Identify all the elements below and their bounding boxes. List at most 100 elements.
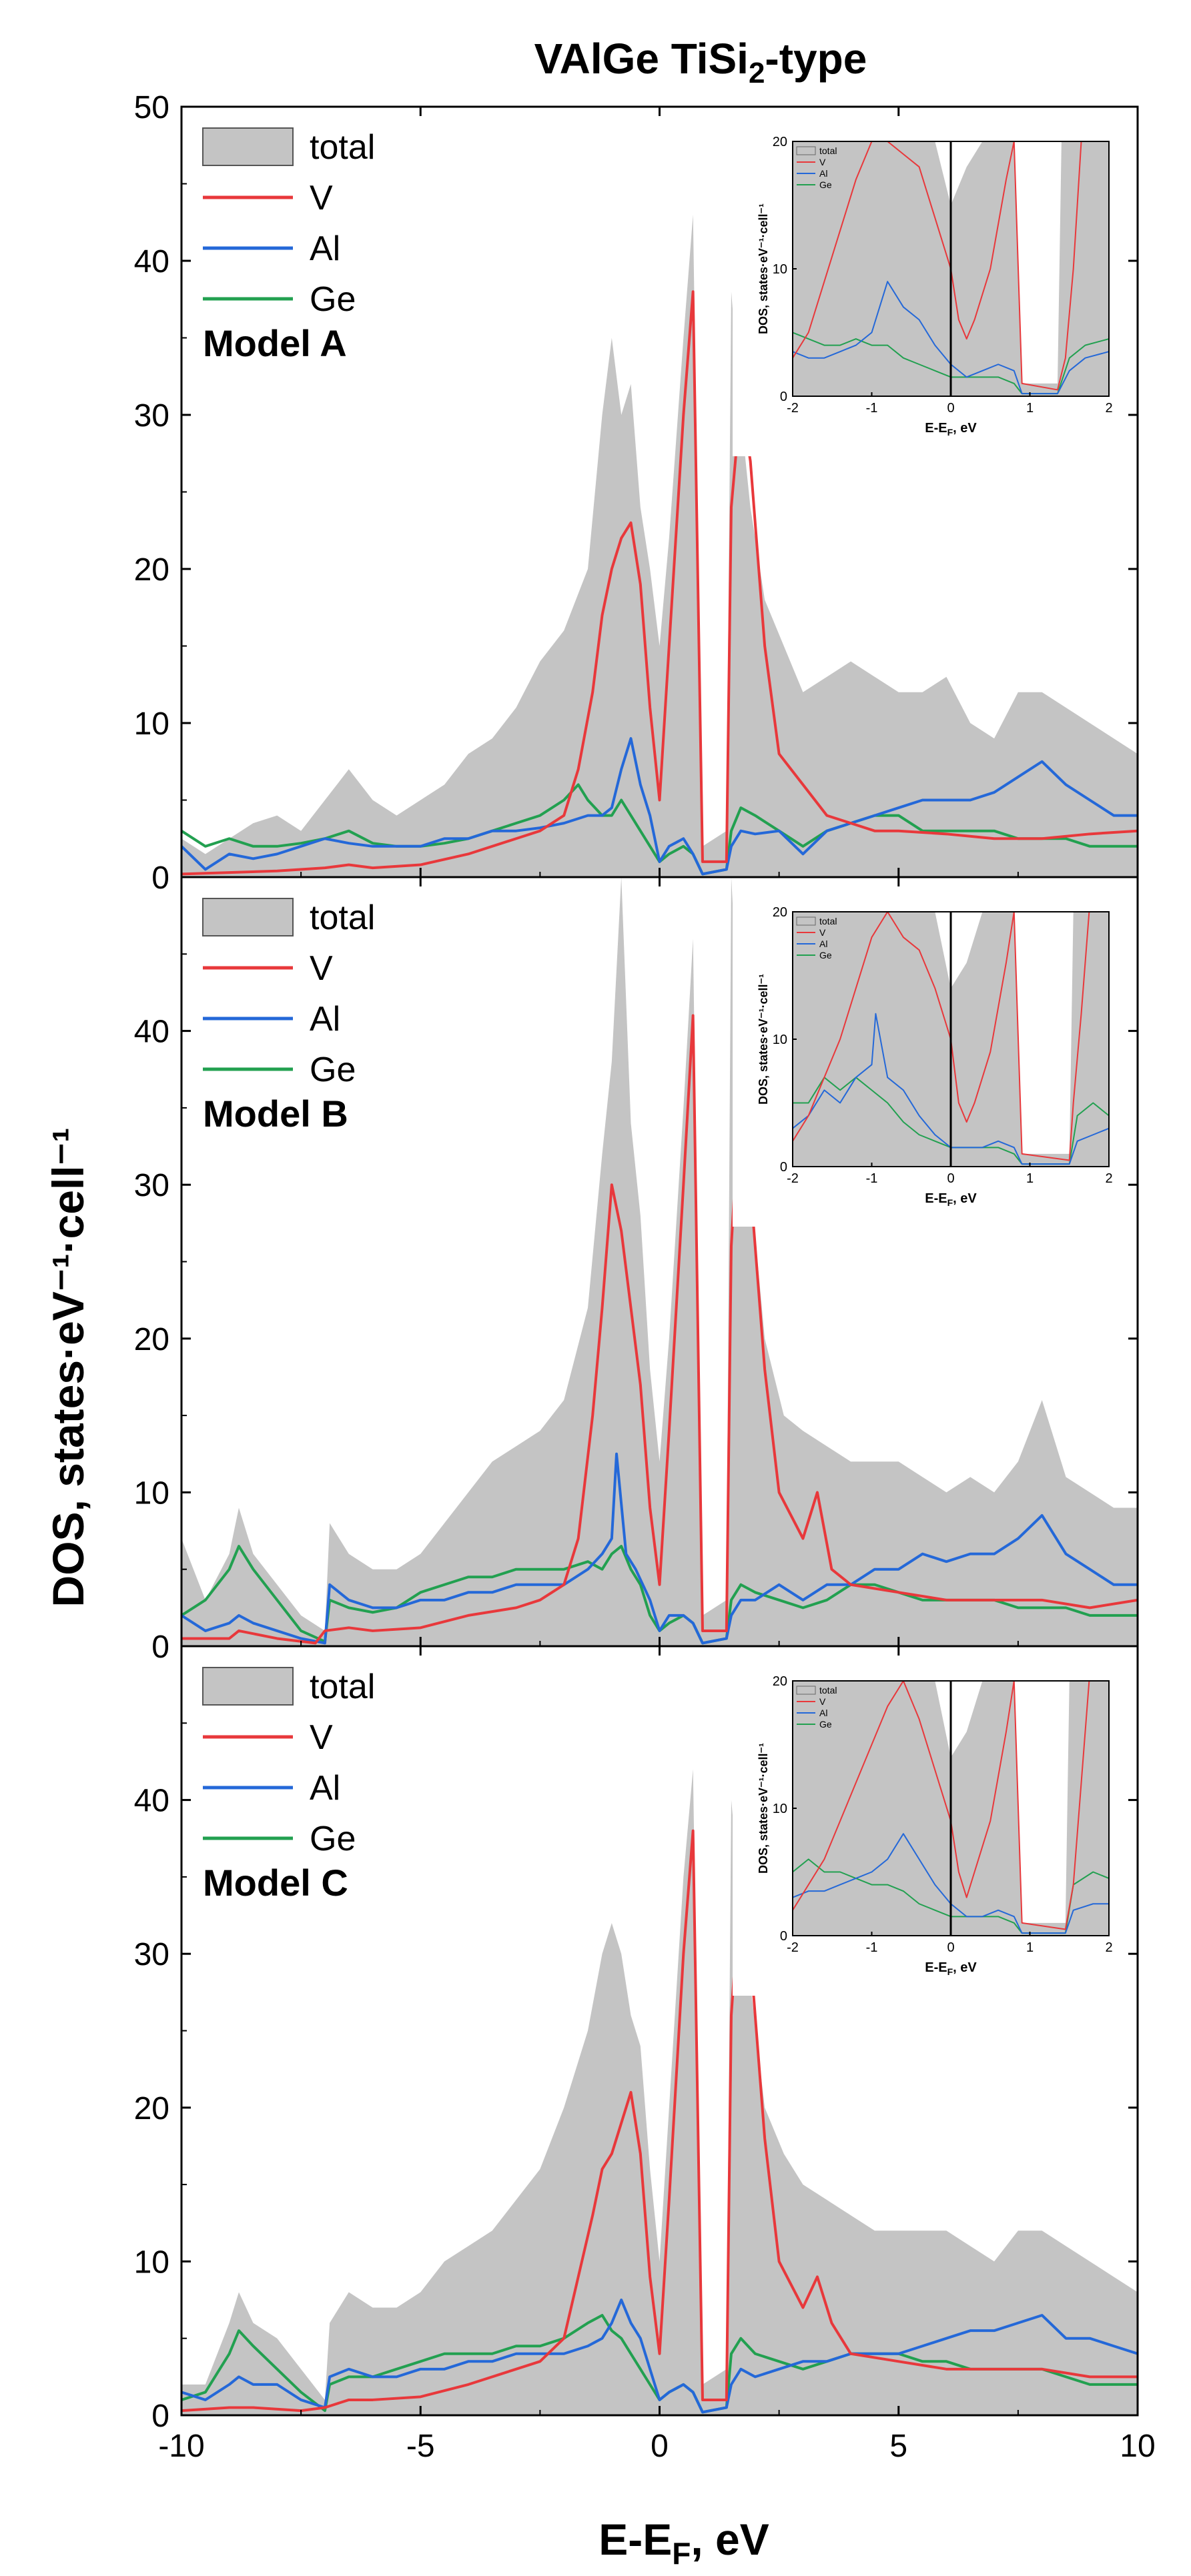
inset-y-label: DOS, states·eV⁻¹·cell⁻¹ — [757, 974, 770, 1105]
inset-x-tick-label-0: 0 — [947, 401, 954, 416]
inset-y-label: DOS, states·eV⁻¹·cell⁻¹ — [757, 1743, 770, 1874]
y-tick-label-20: 20 — [134, 552, 169, 588]
inset-legend-label-v: V — [819, 927, 826, 938]
panel-b-v-line-0 — [181, 1014, 1138, 1645]
inset-legend-swatch-total — [796, 1686, 816, 1695]
panel-a-ge-line-0 — [181, 783, 1138, 876]
legend-label-ge: Ge — [310, 1051, 356, 1089]
inset-legend-label-v: V — [819, 157, 826, 167]
inset-b: 0 10 20 -2 -1 0 1 2 DOS, states·eV⁻¹·cell⁻¹ E-EF,… — [733, 898, 1122, 1227]
panel-c-total-area-0 — [181, 1769, 1138, 2415]
y-axis-label: DOS, states·eV⁻¹·cell⁻¹ — [43, 1128, 93, 1607]
figure-title-sub: 2 — [749, 57, 765, 89]
inset-x-tick-label--1: -1 — [866, 1171, 878, 1186]
y-tick-label-20: 20 — [134, 1322, 169, 1357]
legend-label-v: V — [310, 949, 333, 988]
y-tick-label-10: 10 — [134, 1475, 169, 1511]
legend-label-v: V — [310, 179, 333, 217]
legend-swatch-total — [202, 1667, 294, 1706]
model-annotation-c: Model C — [203, 1862, 348, 1904]
y-tick-label-50: 50 — [134, 90, 169, 125]
inset-b-al-line-0 — [793, 1013, 1109, 1165]
inset-x-tick-label--2: -2 — [787, 401, 799, 416]
inset-y-tick-label-20: 20 — [773, 905, 787, 920]
inset-x-tick-label--2: -2 — [787, 1940, 799, 1955]
legend-a: total V Al Ge — [202, 127, 375, 319]
inset-x-label-tail: , eV — [953, 421, 977, 436]
panel-c-v-line-0 — [181, 1829, 1138, 2413]
legend-label-ge: Ge — [310, 1820, 356, 1858]
inset-x-tick-label-0: 0 — [947, 1940, 954, 1955]
inset-legend-swatch-total — [796, 916, 816, 926]
x-axis-label-tail: , eV — [691, 2515, 769, 2564]
inset-x-label-main: E-E — [925, 1960, 947, 1975]
y-tick-label-40: 40 — [134, 244, 169, 279]
x-axis-label-main: E-E — [599, 2515, 672, 2564]
y-tick-label-40: 40 — [134, 1015, 169, 1050]
legend-label-al: Al — [310, 229, 340, 268]
inset-c: 0 10 20 -2 -1 0 1 2 DOS, states·eV⁻¹·cell⁻¹ E-EF,… — [733, 1668, 1122, 1996]
inset-a-v-line-0 — [793, 141, 1109, 391]
inset-x-tick-label-2: 2 — [1105, 401, 1112, 416]
inset-legend-label-total: total — [819, 1685, 837, 1696]
inset-a-al-line-0 — [793, 281, 1109, 395]
panel-b-al-line-0 — [181, 1452, 1138, 1645]
inset-y-tick-label-20: 20 — [773, 135, 787, 149]
model-annotation-a: Model A — [203, 322, 347, 364]
inset-x-label: E-EF, eV — [925, 1960, 977, 1977]
x-tick-label--5: -5 — [406, 2429, 435, 2464]
x-tick-label-10: 10 — [1120, 2429, 1155, 2464]
inset-x-tick-label--1: -1 — [866, 401, 878, 416]
inset-a: 0 10 20 -2 -1 0 1 2 DOS, states·eV⁻¹·cell⁻¹ E-EF,… — [733, 128, 1122, 456]
figure-title-tail: -type — [765, 35, 867, 83]
inset-legend-label-ge: Ge — [819, 950, 832, 960]
panel-a-total-area-0 — [181, 214, 1138, 877]
legend-swatch-total — [202, 898, 294, 936]
model-annotation-b: Model B — [203, 1093, 348, 1135]
inset-legend-label-v: V — [819, 1696, 826, 1707]
panel-a-v-line-0 — [181, 290, 1138, 876]
inset-x-tick-label-0: 0 — [947, 1171, 954, 1186]
inset-x-label: E-EF, eV — [925, 1191, 977, 1208]
legend-label-al: Al — [310, 1769, 340, 1808]
inset-x-label-tail: , eV — [953, 1191, 977, 1206]
inset-x-label-sub: F — [947, 1197, 953, 1208]
x-axis-label: E-EF, eV — [599, 2515, 769, 2571]
legend-label-total: total — [310, 1668, 375, 1706]
inset-x-tick-label-2: 2 — [1105, 1171, 1112, 1186]
panel-plot-area-a — [181, 214, 1138, 877]
inset-x-tick-label-1: 1 — [1026, 1940, 1034, 1955]
inset-x-label: E-EF, eV — [925, 421, 977, 438]
inset-legend-label-total: total — [819, 916, 837, 926]
legend-label-ge: Ge — [310, 280, 356, 319]
inset-y-tick-label-10: 10 — [773, 1033, 787, 1047]
x-axis-label-sub: F — [672, 2536, 691, 2571]
y-tick-label-0: 0 — [151, 1630, 169, 1665]
x-tick-label--10: -10 — [158, 2429, 204, 2464]
y-tick-label-30: 30 — [134, 1937, 169, 1972]
panel-c-al-line-0 — [181, 2299, 1138, 2414]
inset-y-tick-label-10: 10 — [773, 262, 787, 277]
legend-c: total V Al Ge — [202, 1667, 375, 1858]
y-tick-label-0: 0 — [151, 2399, 169, 2434]
inset-y-tick-label-0: 0 — [780, 390, 787, 404]
inset-y-label: DOS, states·eV⁻¹·cell⁻¹ — [757, 203, 770, 334]
legend-label-total: total — [310, 898, 375, 937]
panel-plot-area-b — [181, 877, 1138, 1646]
inset-x-tick-label--1: -1 — [866, 1940, 878, 1955]
inset-legend-label-al: Al — [819, 1708, 827, 1718]
x-tick-label-0: 0 — [651, 2429, 669, 2464]
panel-a-al-line-0 — [181, 737, 1138, 876]
inset-x-tick-label--2: -2 — [787, 1171, 799, 1186]
inset-legend-label-al: Al — [819, 938, 827, 949]
inset-x-tick-label-2: 2 — [1105, 1940, 1112, 1955]
inset-legend-label-total: total — [819, 145, 837, 156]
inset-legend-label-ge: Ge — [819, 1719, 832, 1730]
inset-y-tick-label-0: 0 — [780, 1160, 787, 1175]
inset-y-tick-label-20: 20 — [773, 1674, 787, 1689]
